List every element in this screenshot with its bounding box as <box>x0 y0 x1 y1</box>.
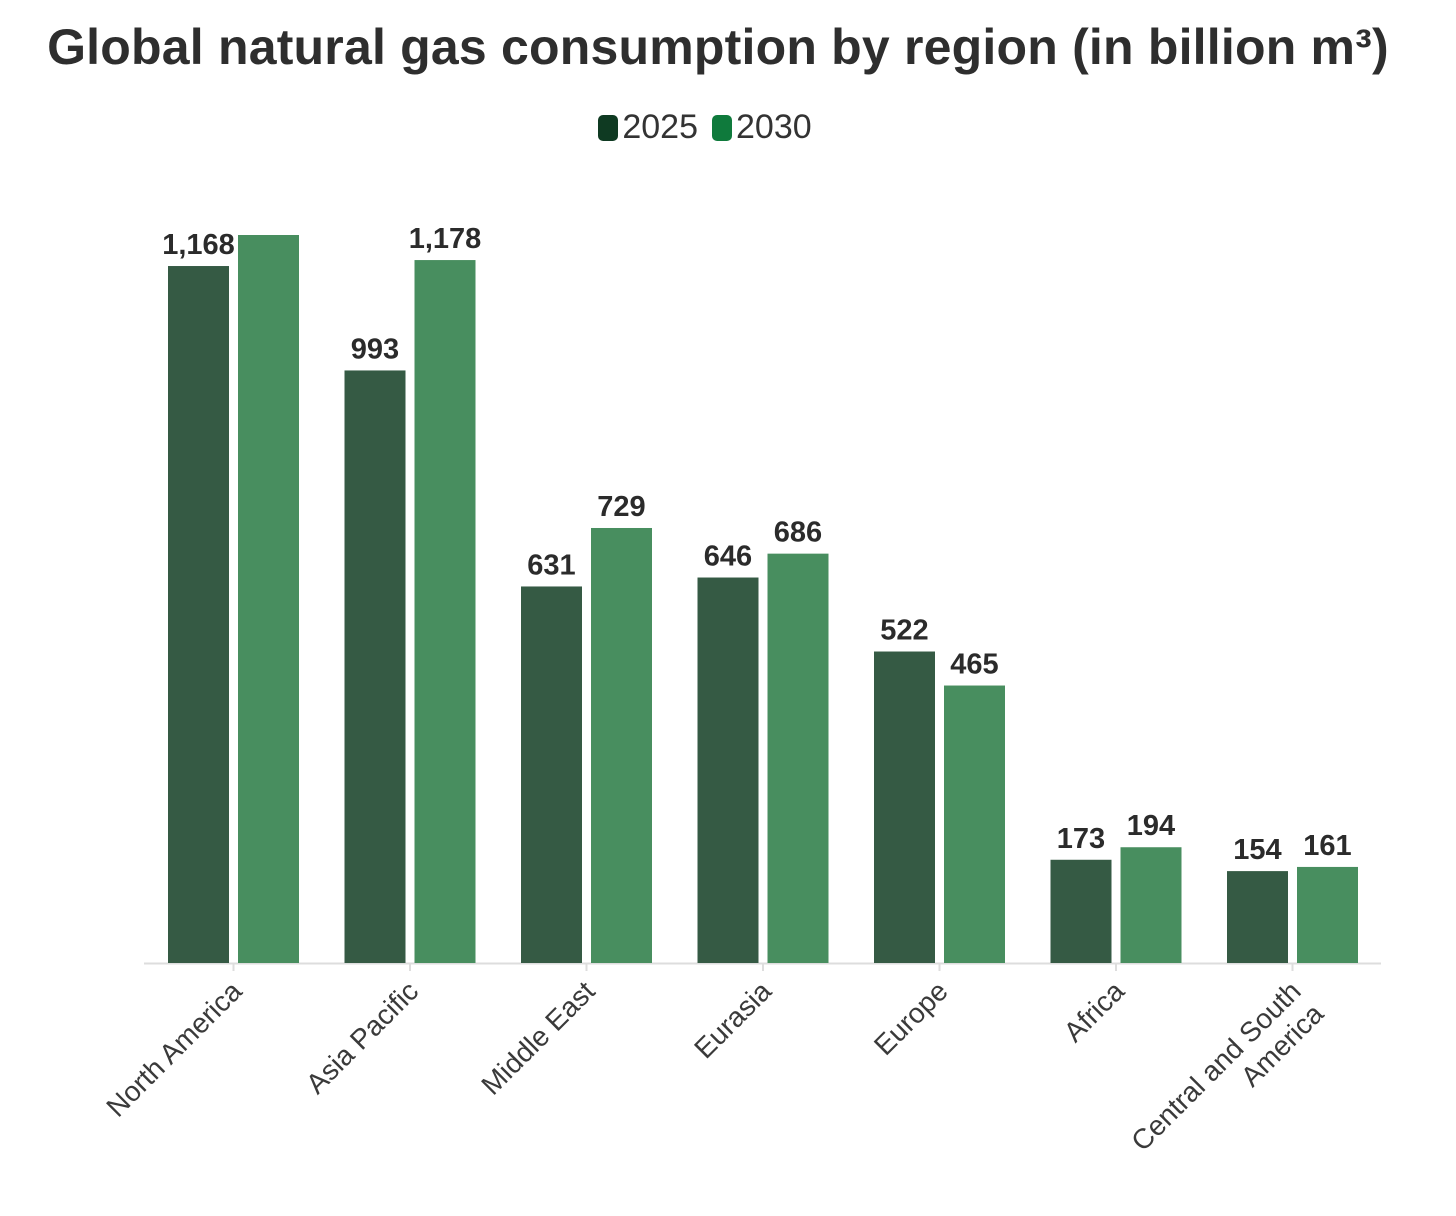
bar-africa-2025[interactable] <box>1050 859 1112 963</box>
data-label-asia-pacific-2030: 1,178 <box>409 223 482 255</box>
chart-title: Global natural gas consumption by region… <box>47 19 1389 75</box>
legend-swatch-2030 <box>712 114 732 141</box>
bar-eurasia-2030[interactable] <box>767 553 829 963</box>
x-tick-label: Africa <box>1058 975 1131 1048</box>
data-label-middle-east-2025: 631 <box>527 549 575 581</box>
x-tick-label: Asia Pacific <box>300 975 424 1099</box>
x-tick-label: Eurasia <box>688 975 777 1064</box>
bar-africa-2030[interactable] <box>1120 847 1182 963</box>
data-label-europe-2030: 465 <box>950 649 998 681</box>
bar-central-and-south-america-2030[interactable] <box>1297 866 1358 963</box>
bar-central-and-south-america-2025[interactable] <box>1227 871 1288 963</box>
data-label-middle-east-2030: 729 <box>597 491 645 523</box>
bar-europe-2030[interactable] <box>944 685 1005 963</box>
legend: 2025 2030 <box>0 108 1410 147</box>
bar-europe-2025[interactable] <box>874 651 935 963</box>
data-label-africa-2030: 194 <box>1127 810 1175 842</box>
x-tick-label: North America <box>100 975 248 1123</box>
bar-north-america-2025[interactable] <box>168 266 229 963</box>
bar-eurasia-2025[interactable] <box>697 577 759 963</box>
data-label-central-and-south-america-2030: 161 <box>1303 830 1351 862</box>
data-label-africa-2025: 173 <box>1057 823 1105 855</box>
bar-asia-pacific-2030[interactable] <box>414 260 476 964</box>
bar-asia-pacific-2025[interactable] <box>344 370 406 963</box>
bar-middle-east-2030[interactable] <box>591 527 652 963</box>
legend-item-2025[interactable]: 2025 <box>598 108 698 147</box>
data-label-north-america-2025: 1,168 <box>162 229 235 261</box>
data-label-central-and-south-america-2025: 154 <box>1233 834 1281 866</box>
legend-label-2030: 2030 <box>736 108 812 146</box>
x-tick-label: Central and SouthAmerica <box>1125 975 1329 1179</box>
data-label-eurasia-2025: 646 <box>704 541 752 573</box>
legend-label-2025: 2025 <box>622 108 698 146</box>
data-label-europe-2025: 522 <box>880 615 928 647</box>
data-label-eurasia-2030: 686 <box>774 517 822 549</box>
legend-swatch-2025 <box>598 114 619 141</box>
bar-north-america-2030[interactable] <box>238 235 299 963</box>
x-tick-label: Middle East <box>475 975 601 1101</box>
data-label-asia-pacific-2025: 993 <box>351 333 399 365</box>
bar-middle-east-2025[interactable] <box>521 586 582 963</box>
x-tick-label: Europe <box>868 975 954 1061</box>
legend-item-2030[interactable]: 2030 <box>712 108 812 147</box>
